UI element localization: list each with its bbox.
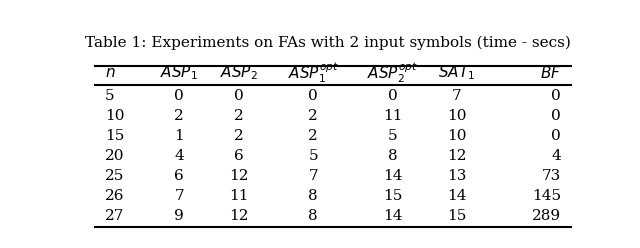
Text: 14: 14 — [383, 169, 402, 183]
Text: 26: 26 — [105, 189, 124, 203]
Text: 0: 0 — [552, 109, 561, 123]
Text: 0: 0 — [552, 89, 561, 103]
Text: 145: 145 — [532, 189, 561, 203]
Text: 0: 0 — [174, 89, 184, 103]
Text: 6: 6 — [234, 149, 244, 163]
Text: 8: 8 — [388, 149, 397, 163]
Text: $SAT_1$: $SAT_1$ — [438, 63, 476, 82]
Text: 5: 5 — [388, 129, 397, 143]
Text: 0: 0 — [234, 89, 244, 103]
Text: 1: 1 — [174, 129, 184, 143]
Text: 27: 27 — [105, 209, 124, 223]
Text: 10: 10 — [447, 109, 467, 123]
Text: 15: 15 — [447, 209, 467, 223]
Text: 15: 15 — [383, 189, 402, 203]
Text: 4: 4 — [552, 149, 561, 163]
Text: 2: 2 — [234, 109, 244, 123]
Text: 12: 12 — [447, 149, 467, 163]
Text: 13: 13 — [447, 169, 467, 183]
Text: 25: 25 — [105, 169, 124, 183]
Text: 12: 12 — [229, 209, 248, 223]
Text: Table 1: Experiments on FAs with 2 input symbols (time - secs): Table 1: Experiments on FAs with 2 input… — [85, 35, 571, 50]
Text: $ASP_2$: $ASP_2$ — [220, 63, 258, 82]
Text: 9: 9 — [174, 209, 184, 223]
Text: 10: 10 — [447, 129, 467, 143]
Text: 2: 2 — [174, 109, 184, 123]
Text: $n$: $n$ — [105, 66, 115, 80]
Text: $ASP_1$: $ASP_1$ — [160, 63, 198, 82]
Text: 2: 2 — [308, 129, 318, 143]
Text: 4: 4 — [174, 149, 184, 163]
Text: 7: 7 — [452, 89, 462, 103]
Text: 5: 5 — [308, 149, 318, 163]
Text: 11: 11 — [383, 109, 402, 123]
Text: 11: 11 — [229, 189, 248, 203]
Text: 8: 8 — [308, 209, 318, 223]
Text: $ASP_1^{opt}$: $ASP_1^{opt}$ — [287, 60, 339, 85]
Text: 2: 2 — [234, 129, 244, 143]
Text: 0: 0 — [552, 129, 561, 143]
Text: 7: 7 — [308, 169, 318, 183]
Text: 289: 289 — [532, 209, 561, 223]
Text: 14: 14 — [383, 209, 402, 223]
Text: $BF$: $BF$ — [540, 65, 561, 81]
Text: 73: 73 — [542, 169, 561, 183]
Text: 10: 10 — [105, 109, 124, 123]
Text: 6: 6 — [174, 169, 184, 183]
Text: 15: 15 — [105, 129, 124, 143]
Text: 8: 8 — [308, 189, 318, 203]
Text: 12: 12 — [229, 169, 248, 183]
Text: 2: 2 — [308, 109, 318, 123]
Text: 7: 7 — [174, 189, 184, 203]
Text: 20: 20 — [105, 149, 124, 163]
Text: 0: 0 — [308, 89, 318, 103]
Text: 14: 14 — [447, 189, 467, 203]
Text: 5: 5 — [105, 89, 115, 103]
Text: $ASP_2^{opt}$: $ASP_2^{opt}$ — [367, 60, 418, 85]
Text: 0: 0 — [388, 89, 397, 103]
